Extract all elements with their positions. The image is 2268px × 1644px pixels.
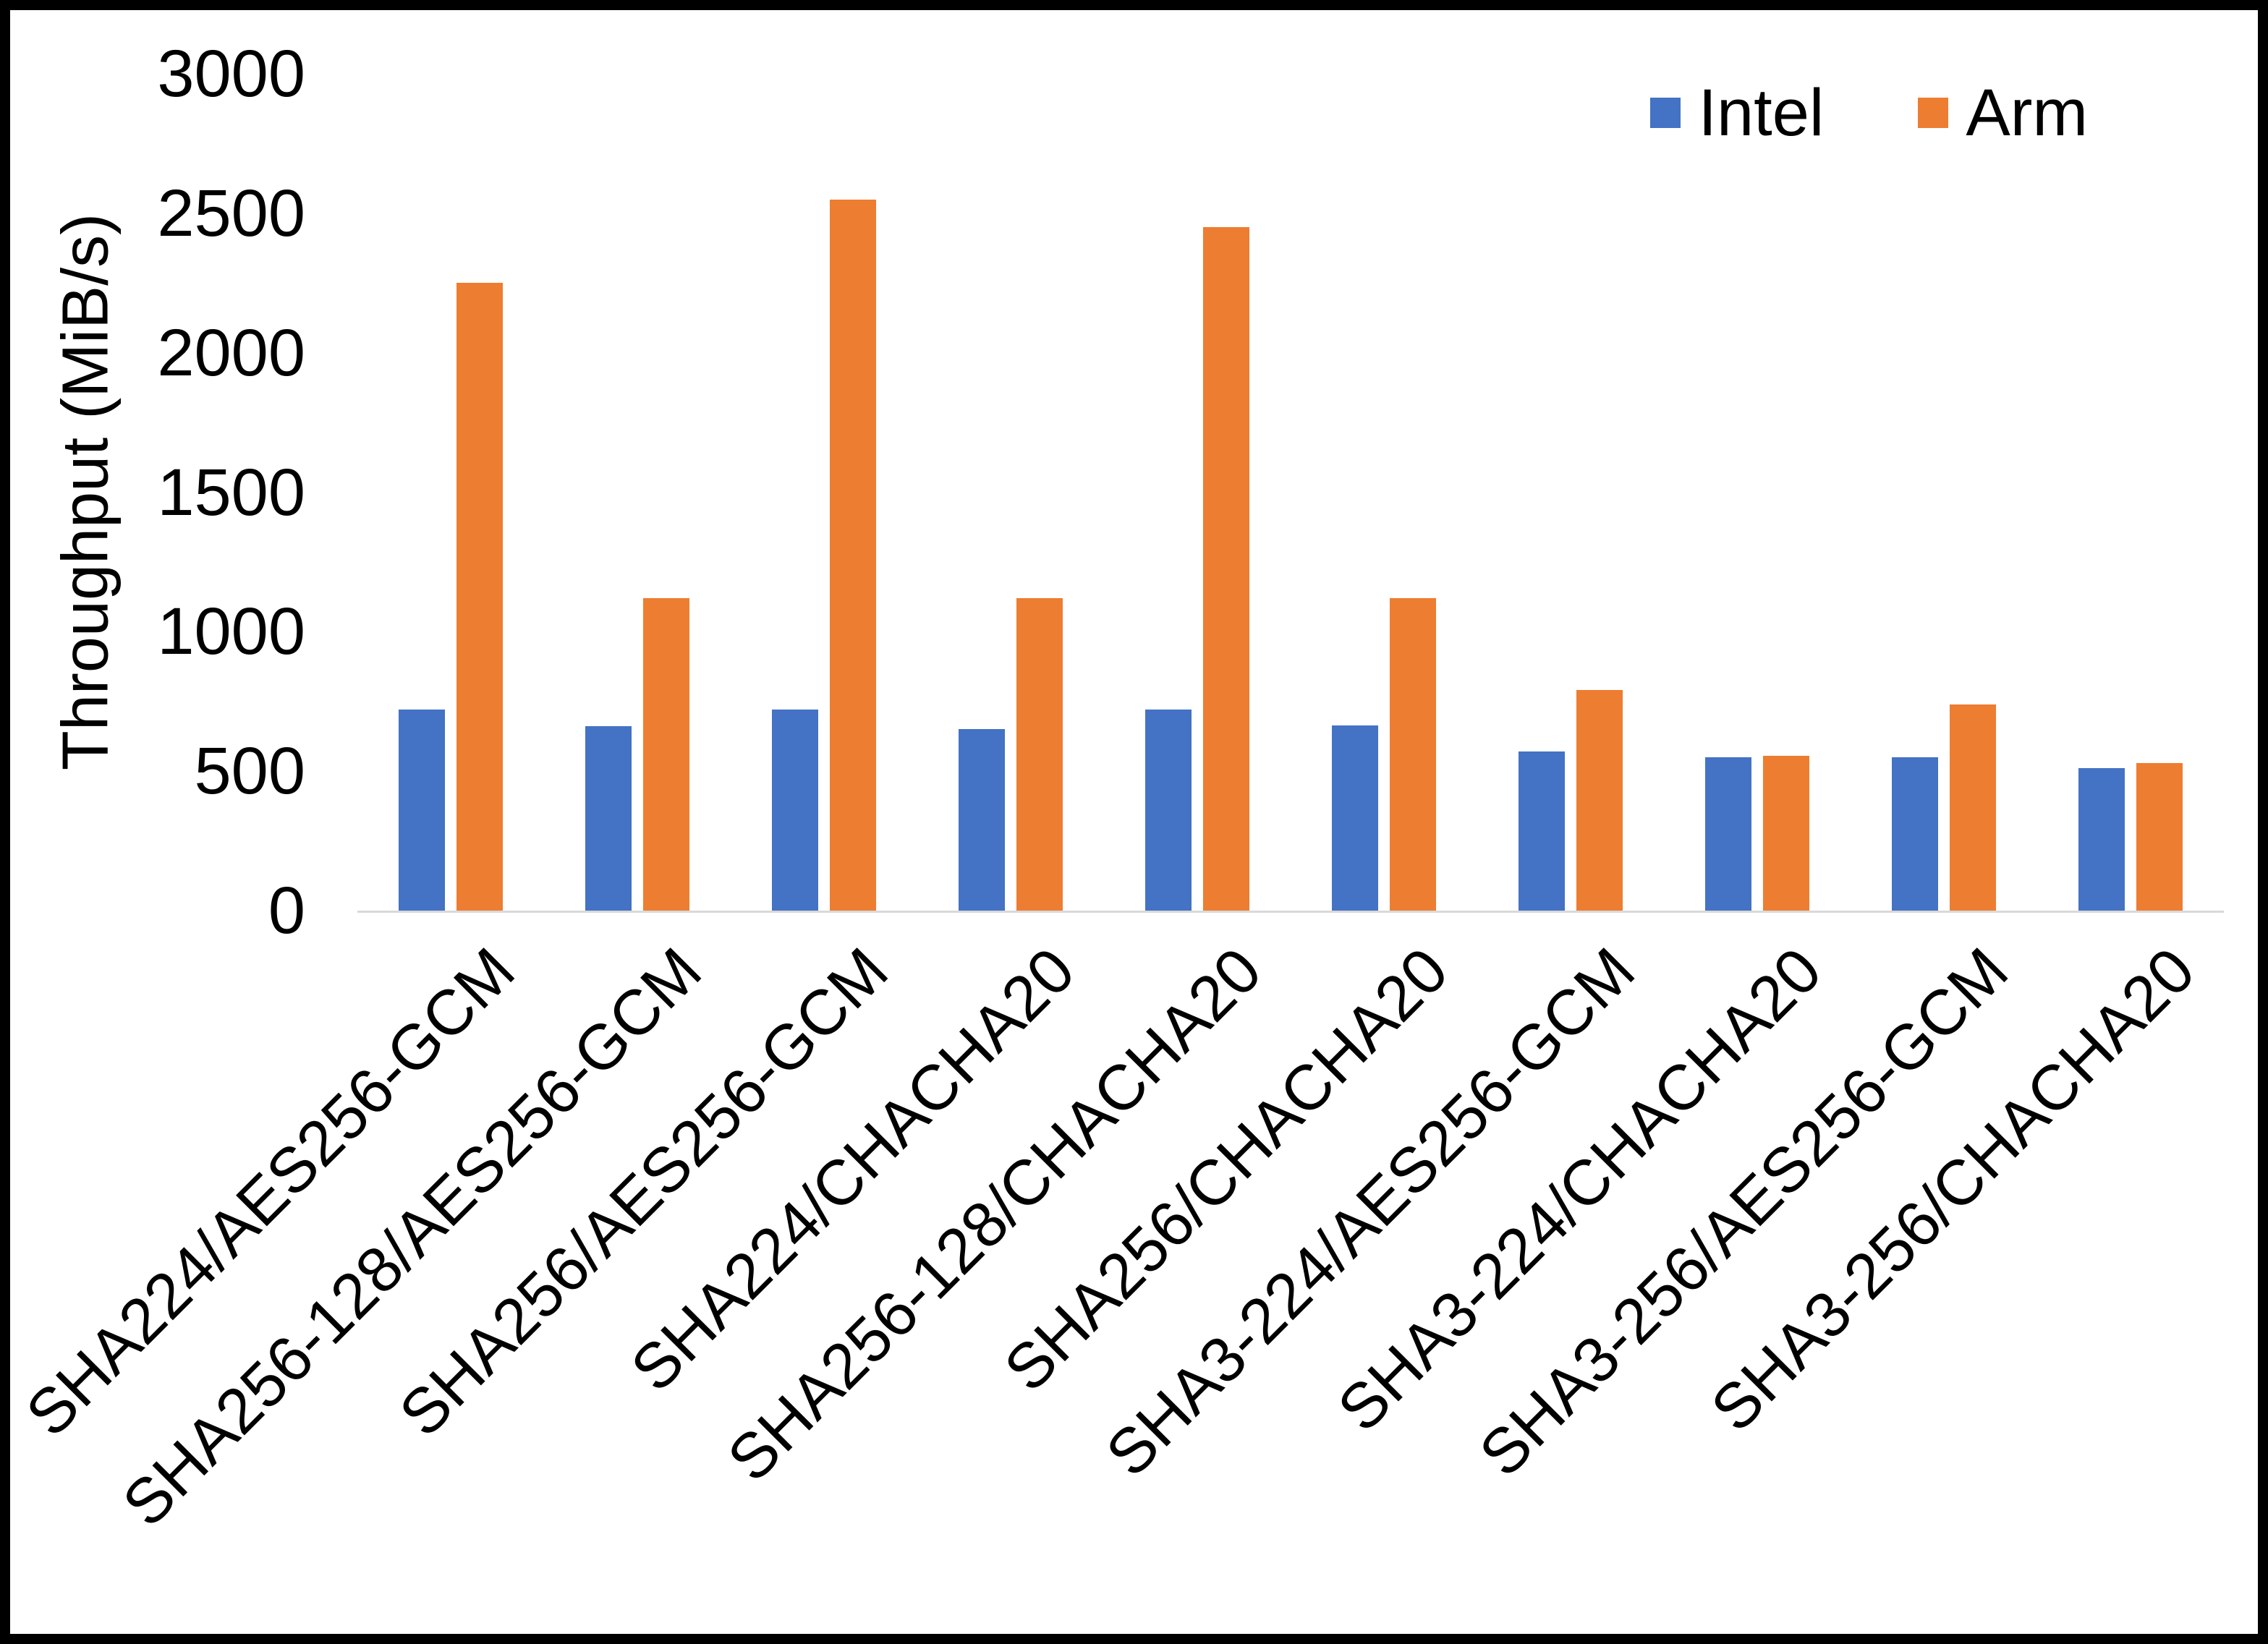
bar-intel — [1145, 710, 1192, 911]
bar-group — [357, 74, 544, 911]
bar-intel — [959, 729, 1005, 911]
bar-arm — [1576, 690, 1623, 911]
bar-arm — [830, 199, 876, 911]
bar-group — [1104, 74, 1291, 911]
bar-intel — [585, 726, 632, 911]
legend-swatch-arm — [1918, 98, 1949, 128]
y-axis-tick-labels: 0 500 1000 1500 2000 2500 3000 — [10, 41, 306, 944]
legend-item-intel: Intel — [1650, 80, 1824, 146]
legend-label-intel: Intel — [1698, 76, 1825, 150]
bar-group — [1477, 74, 1664, 911]
bar-intel — [2078, 768, 2125, 911]
bar-arm — [456, 283, 503, 911]
bar-arm — [1763, 755, 1809, 911]
bar-arm — [1950, 704, 1996, 911]
y-tick-label: 0 — [268, 874, 305, 947]
bar-group — [917, 74, 1104, 911]
bar-arm — [1390, 598, 1436, 911]
bar-arm — [2136, 762, 2183, 911]
bar-arm — [1203, 227, 1249, 911]
bar-group — [1851, 74, 2037, 911]
y-tick-label: 1000 — [157, 595, 305, 669]
legend-label-arm: Arm — [1966, 76, 2088, 150]
bar-group — [2037, 74, 2224, 911]
bar-arm — [1016, 598, 1063, 911]
legend-item-arm: Arm — [1918, 80, 2088, 146]
bar-group — [1664, 74, 1851, 911]
bar-intel — [772, 710, 818, 911]
y-tick-label: 500 — [194, 734, 306, 809]
bar-intel — [1705, 757, 1751, 911]
bar-group — [544, 74, 731, 911]
y-tick-label: 2500 — [157, 176, 305, 250]
bar-intel — [1892, 757, 1938, 911]
plot-area — [357, 74, 2224, 913]
legend: Intel Arm — [1650, 80, 2088, 146]
bar-intel — [399, 710, 445, 911]
bar-arm — [643, 598, 689, 911]
y-tick-label: 1500 — [157, 455, 305, 529]
bar-intel — [1519, 751, 1565, 911]
legend-swatch-intel — [1650, 98, 1681, 128]
bars-container — [357, 74, 2224, 911]
bar-group — [731, 74, 917, 911]
bar-intel — [1332, 725, 1378, 911]
y-tick-label: 2000 — [157, 315, 305, 390]
bar-group — [1291, 74, 1477, 911]
y-tick-label: 3000 — [157, 37, 305, 111]
